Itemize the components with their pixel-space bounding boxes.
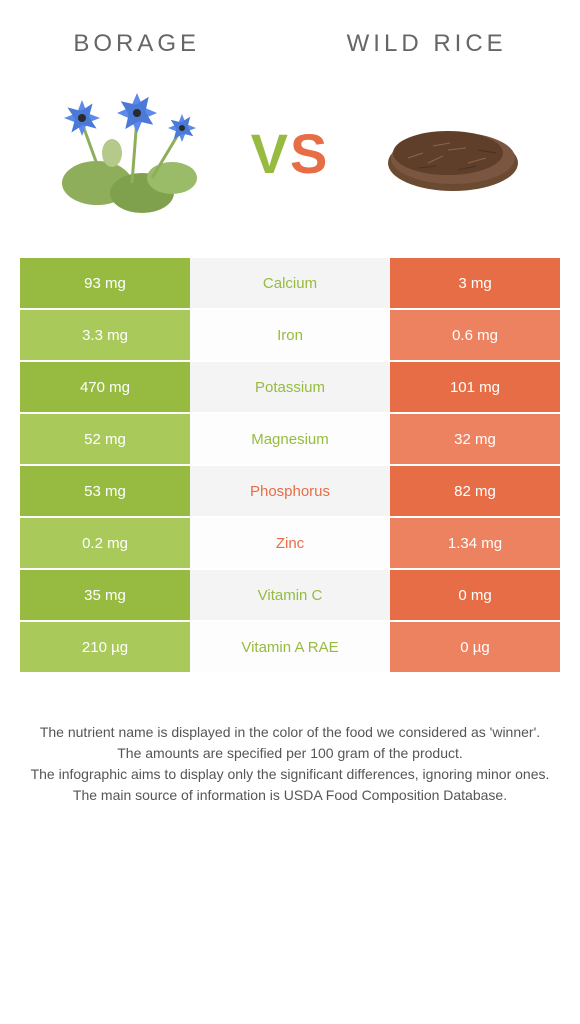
food1-image	[37, 78, 217, 228]
nutrient-name: Zinc	[190, 518, 390, 568]
value-left: 93 mg	[20, 258, 190, 308]
value-right: 82 mg	[390, 466, 560, 516]
food2-title: WILD RICE	[347, 30, 507, 58]
nutrient-row: 53 mgPhosphorus82 mg	[20, 466, 560, 516]
nutrient-table: 93 mgCalcium3 mg3.3 mgIron0.6 mg470 mgPo…	[20, 258, 560, 672]
footer-line-3: The infographic aims to display only the…	[30, 764, 550, 785]
nutrient-name: Iron	[190, 310, 390, 360]
nutrient-name: Magnesium	[190, 414, 390, 464]
nutrient-name: Potassium	[190, 362, 390, 412]
value-left: 470 mg	[20, 362, 190, 412]
value-left: 52 mg	[20, 414, 190, 464]
value-right: 0.6 mg	[390, 310, 560, 360]
nutrient-name: Calcium	[190, 258, 390, 308]
vs-s: S	[290, 122, 329, 185]
vs-label: VS	[251, 121, 330, 186]
footer-notes: The nutrient name is displayed in the co…	[0, 702, 580, 846]
value-right: 0 µg	[390, 622, 560, 672]
footer-line-2: The amounts are specified per 100 gram o…	[30, 743, 550, 764]
value-right: 101 mg	[390, 362, 560, 412]
nutrient-name: Phosphorus	[190, 466, 390, 516]
nutrient-row: 35 mgVitamin C0 mg	[20, 570, 560, 620]
value-right: 1.34 mg	[390, 518, 560, 568]
value-left: 35 mg	[20, 570, 190, 620]
footer-line-1: The nutrient name is displayed in the co…	[30, 722, 550, 743]
value-right: 32 mg	[390, 414, 560, 464]
food1-title: BORAGE	[73, 30, 200, 58]
nutrient-name: Vitamin A RAE	[190, 622, 390, 672]
vs-v: V	[251, 122, 290, 185]
header-row: BORAGE WILD RICE	[0, 0, 580, 78]
nutrient-row: 3.3 mgIron0.6 mg	[20, 310, 560, 360]
food2-image	[363, 78, 543, 228]
nutrient-name: Vitamin C	[190, 570, 390, 620]
images-row: VS	[0, 78, 580, 258]
footer-line-4: The main source of information is USDA F…	[30, 785, 550, 806]
nutrient-row: 0.2 mgZinc1.34 mg	[20, 518, 560, 568]
value-left: 53 mg	[20, 466, 190, 516]
value-right: 3 mg	[390, 258, 560, 308]
nutrient-row: 93 mgCalcium3 mg	[20, 258, 560, 308]
value-right: 0 mg	[390, 570, 560, 620]
nutrient-row: 52 mgMagnesium32 mg	[20, 414, 560, 464]
nutrient-row: 210 µgVitamin A RAE0 µg	[20, 622, 560, 672]
value-left: 210 µg	[20, 622, 190, 672]
value-left: 0.2 mg	[20, 518, 190, 568]
value-left: 3.3 mg	[20, 310, 190, 360]
nutrient-row: 470 mgPotassium101 mg	[20, 362, 560, 412]
